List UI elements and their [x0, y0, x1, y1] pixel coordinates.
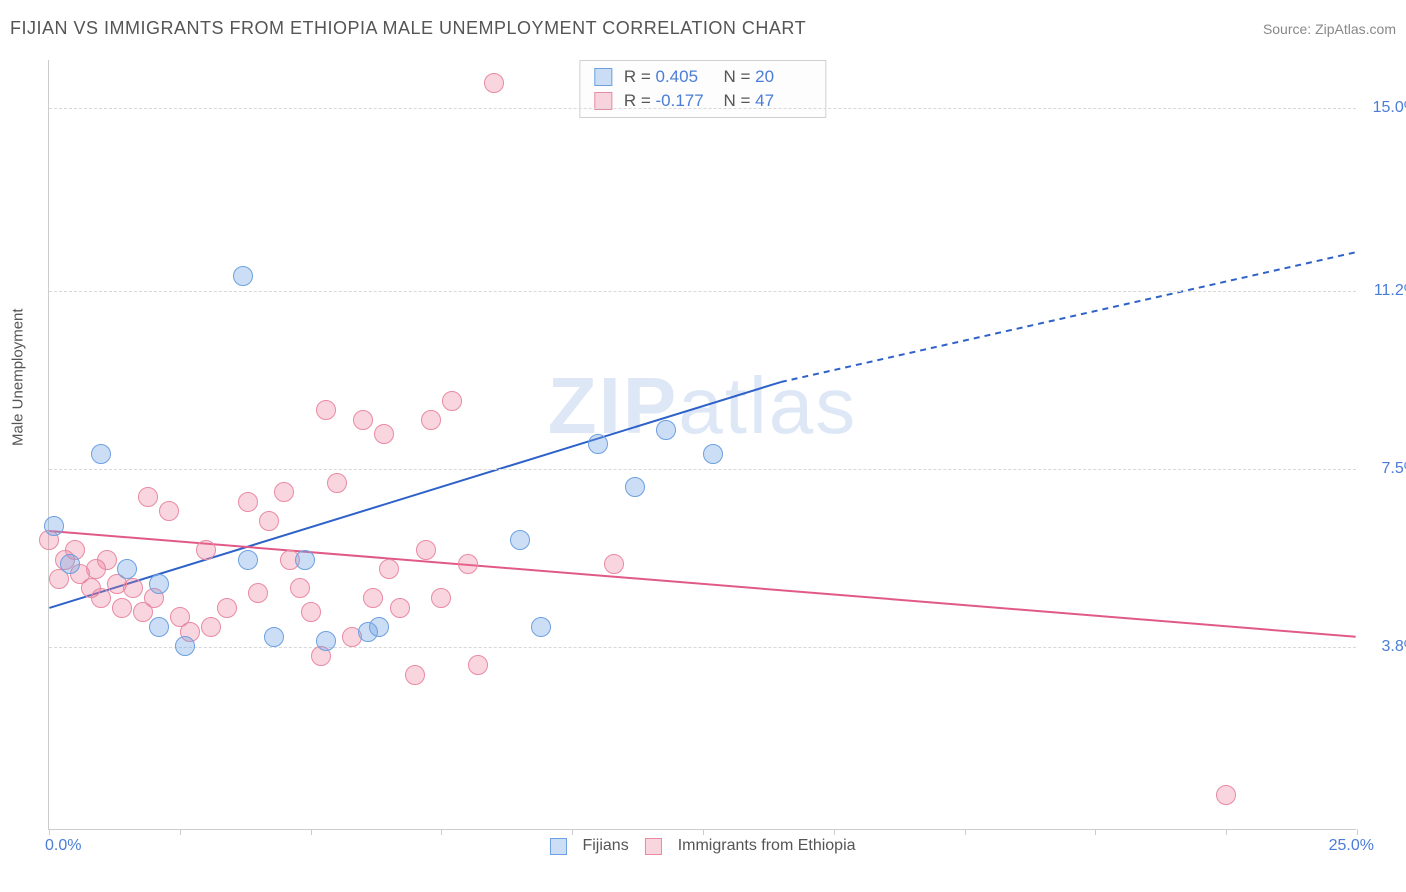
y-tick-label: 15.0%	[1373, 99, 1406, 117]
legend-row-ethiopia: R = -0.177 N = 47	[594, 89, 811, 113]
correlation-legend-box: R = 0.405 N = 20 R = -0.177 N = 47	[579, 60, 826, 118]
series-label-fijians: Fijians	[582, 837, 628, 855]
r-value-fijians: 0.405	[656, 67, 712, 87]
fijians-marker	[238, 550, 258, 570]
x-tick	[1095, 829, 1096, 835]
fijians-marker	[588, 434, 608, 454]
x-tick	[965, 829, 966, 835]
ethiopia-marker	[421, 410, 441, 430]
ethiopia-marker	[431, 588, 451, 608]
ethiopia-marker	[442, 391, 462, 411]
gridline	[49, 108, 1356, 109]
ethiopia-marker	[112, 598, 132, 618]
ethiopia-marker	[416, 540, 436, 560]
ethiopia-marker	[301, 602, 321, 622]
swatch-fijians	[549, 838, 566, 855]
fijians-marker	[369, 617, 389, 637]
ethiopia-marker	[290, 578, 310, 598]
gridline	[49, 291, 1356, 292]
fijians-marker	[510, 530, 530, 550]
fijians-marker	[149, 574, 169, 594]
fijians-marker	[60, 554, 80, 574]
ethiopia-marker	[259, 511, 279, 531]
fijians-marker	[295, 550, 315, 570]
ethiopia-marker	[248, 583, 268, 603]
y-tick-label: 11.2%	[1374, 282, 1406, 300]
ethiopia-marker	[196, 540, 216, 560]
series-legend: Fijians Immigrants from Ethiopia	[549, 837, 855, 855]
ethiopia-marker	[217, 598, 237, 618]
ethiopia-marker	[468, 655, 488, 675]
ethiopia-marker	[274, 482, 294, 502]
gridline	[49, 647, 1356, 648]
fijians-marker	[625, 477, 645, 497]
fijians-marker	[91, 444, 111, 464]
x-tick	[180, 829, 181, 835]
fijians-marker	[703, 444, 723, 464]
x-tick	[572, 829, 573, 835]
source-attribution: Source: ZipAtlas.com	[1263, 21, 1396, 37]
fijians-marker	[233, 266, 253, 286]
scatter-plot-area: ZIPatlas R = 0.405 N = 20 R = -0.177 N =…	[48, 60, 1356, 830]
gridline	[49, 469, 1356, 470]
fijians-marker	[175, 636, 195, 656]
x-tick	[49, 829, 50, 835]
ethiopia-marker	[316, 400, 336, 420]
y-tick-label: 7.5%	[1382, 460, 1406, 478]
x-tick	[311, 829, 312, 835]
ethiopia-marker	[327, 473, 347, 493]
x-axis-min-label: 0.0%	[45, 837, 81, 855]
fijians-marker	[149, 617, 169, 637]
r-label: R =	[624, 67, 651, 86]
n-label: N =	[724, 67, 751, 86]
fijians-marker	[44, 516, 64, 536]
x-tick	[1357, 829, 1358, 835]
fijians-marker	[656, 420, 676, 440]
x-tick	[834, 829, 835, 835]
ethiopia-marker	[201, 617, 221, 637]
swatch-ethiopia	[645, 838, 662, 855]
ethiopia-marker	[604, 554, 624, 574]
fijians-marker	[316, 631, 336, 651]
fijians-marker	[117, 559, 137, 579]
chart-title: FIJIAN VS IMMIGRANTS FROM ETHIOPIA MALE …	[10, 18, 806, 39]
x-tick	[1226, 829, 1227, 835]
ethiopia-marker	[97, 550, 117, 570]
ethiopia-marker	[238, 492, 258, 512]
swatch-fijians	[594, 68, 612, 86]
ethiopia-marker	[138, 487, 158, 507]
legend-row-fijians: R = 0.405 N = 20	[594, 65, 811, 89]
x-tick	[441, 829, 442, 835]
ethiopia-marker	[123, 578, 143, 598]
ethiopia-marker	[1216, 785, 1236, 805]
ethiopia-marker	[390, 598, 410, 618]
series-label-ethiopia: Immigrants from Ethiopia	[678, 837, 856, 855]
y-axis-label: Male Unemployment	[10, 308, 27, 446]
fijians-marker	[264, 627, 284, 647]
ethiopia-marker	[363, 588, 383, 608]
fijians-marker	[531, 617, 551, 637]
ethiopia-marker	[374, 424, 394, 444]
ethiopia-marker	[484, 73, 504, 93]
x-tick	[703, 829, 704, 835]
n-value-fijians: 20	[755, 67, 811, 87]
ethiopia-marker	[379, 559, 399, 579]
ethiopia-marker	[353, 410, 373, 430]
ethiopia-marker	[458, 554, 478, 574]
x-axis-max-label: 25.0%	[1329, 837, 1374, 855]
y-tick-label: 3.8%	[1382, 638, 1406, 656]
ethiopia-marker	[405, 665, 425, 685]
ethiopia-marker	[159, 501, 179, 521]
trend-lines-layer	[49, 60, 1356, 829]
ethiopia-marker	[91, 588, 111, 608]
